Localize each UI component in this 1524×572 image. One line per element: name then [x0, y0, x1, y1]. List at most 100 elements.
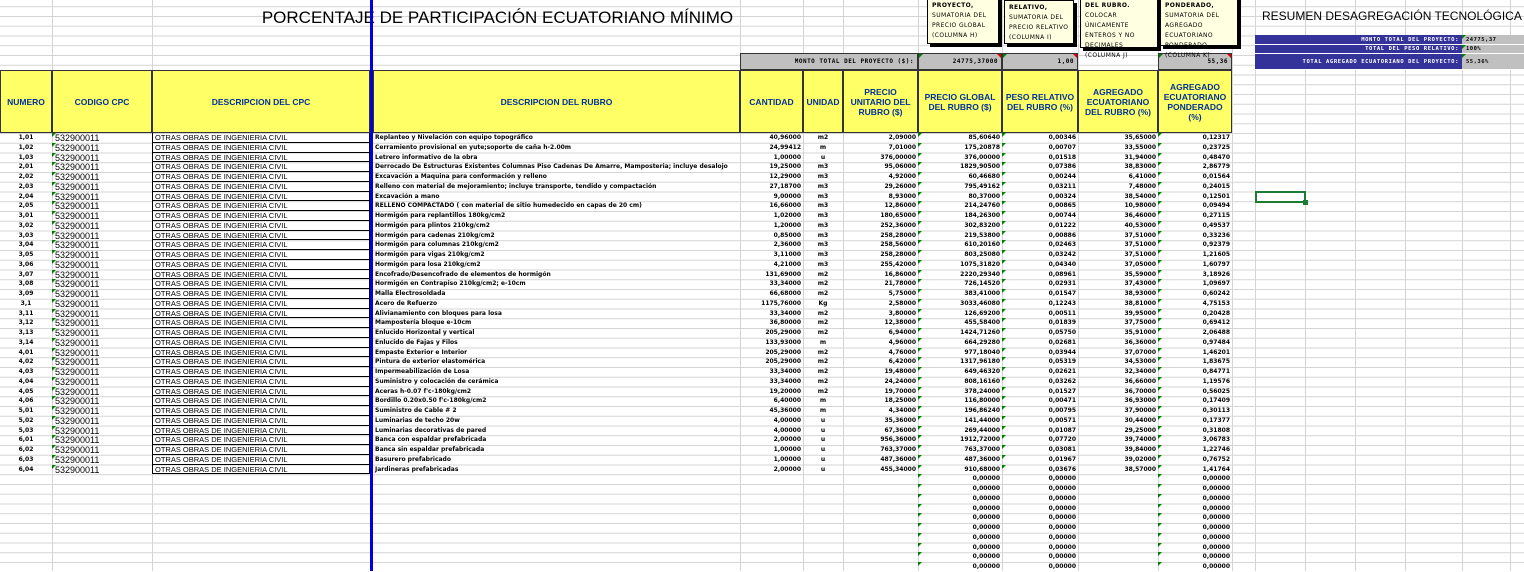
cell-ponderado[interactable]: 0,00000	[1158, 513, 1232, 523]
total-peso[interactable]: 1,00	[1002, 53, 1078, 70]
cell-cantidad[interactable]: 36,80000	[769, 319, 801, 327]
cell-precio-global[interactable]: 116,80000	[918, 396, 1002, 406]
cell-ponderado[interactable]: 0,23725	[1158, 142, 1232, 153]
cell-precio-unitario[interactable]: 4,96000	[888, 338, 916, 346]
cell-descripcion-cpc[interactable]: OTRAS OBRAS DE INGENIERIA CIVIL	[152, 259, 370, 270]
cell-precio-unitario[interactable]: 252,36000	[880, 221, 916, 229]
cell-cantidad[interactable]: 45,36000	[769, 407, 801, 414]
cell-ponderado[interactable]: 0,92379	[1158, 240, 1232, 250]
total-precio-global[interactable]: 24775,37000	[918, 53, 1002, 70]
cell-precio-unitario[interactable]: 18,25000	[884, 397, 916, 405]
cell-ponderado[interactable]: 0,00000	[1158, 532, 1232, 543]
cell-cantidad[interactable]: 0,85000	[773, 231, 801, 239]
cell-precio-global[interactable]: 1424,71260	[918, 328, 1002, 338]
cell-agregado[interactable]: 39,02000	[1124, 455, 1156, 463]
cell-agregado[interactable]: 39,84000	[1124, 446, 1156, 453]
cell-unidad[interactable]: m	[819, 397, 827, 405]
cell-precio-global[interactable]: 977,18040	[918, 347, 1002, 358]
cell-numero[interactable]: 3,06	[18, 260, 34, 268]
cell-cantidad[interactable]: 19,25000	[769, 163, 801, 171]
cell-ponderado[interactable]: 0,09494	[1158, 201, 1232, 211]
summary-value-peso[interactable]: 100%	[1462, 45, 1524, 54]
cell-precio-global[interactable]: 2220,29340	[918, 269, 1002, 280]
cell-precio-unitario[interactable]: 255,42000	[880, 260, 916, 268]
cell-precio-unitario[interactable]: 24,24000	[884, 377, 916, 385]
cell-numero[interactable]: 3,07	[18, 270, 34, 278]
cell-codigo-cpc[interactable]: 532900011	[52, 211, 152, 221]
cell-agregado[interactable]: 36,46000	[1124, 212, 1156, 219]
cell-descripcion-rubro[interactable]: Encofrado/Desencofrado de elementos de h…	[375, 270, 551, 278]
cell-ponderado[interactable]: 0,30113	[1158, 406, 1232, 416]
cell-numero[interactable]: 3,02	[18, 221, 34, 229]
cell-precio-global[interactable]: 910,68000	[918, 464, 1002, 475]
cell-precio-global[interactable]: 175,20878	[918, 142, 1002, 153]
cell-peso-relativo[interactable]: 0,03262	[1002, 376, 1078, 387]
cell-peso-relativo[interactable]: 0,00000	[1048, 533, 1076, 541]
cell-precio-unitario[interactable]: 4,76000	[888, 348, 916, 356]
cell-ponderado[interactable]: 0,49537	[1158, 220, 1232, 231]
cell-peso-relativo[interactable]: 0,01967	[1002, 454, 1078, 465]
cell-precio-unitario[interactable]: 8,93000	[888, 192, 916, 200]
cell-peso-relativo[interactable]: 0,02681	[1002, 337, 1078, 348]
cell-codigo-cpc[interactable]: 532900011	[52, 230, 152, 240]
cell-descripcion-rubro[interactable]: Basurero prefabricado	[375, 455, 451, 463]
cell-precio-unitario[interactable]: 12,38000	[884, 319, 916, 327]
cell-numero[interactable]: 2,02	[18, 173, 34, 180]
cell-descripcion-rubro[interactable]: RELLENO COMPACTADO ( con material de sit…	[375, 202, 642, 210]
cell-precio-unitario[interactable]: 455,34000	[880, 465, 916, 473]
cell-precio-global[interactable]: 0,00000	[918, 503, 1002, 514]
cell-peso-relativo[interactable]: 0,01087	[1002, 425, 1078, 436]
cell-agregado[interactable]: 38,93000	[1124, 290, 1156, 297]
cell-descripcion-cpc[interactable]: OTRAS OBRAS DE INGENIERIA CIVIL	[152, 250, 370, 260]
cell-precio-unitario[interactable]: 19,70000	[884, 387, 916, 395]
cell-precio-global[interactable]: 763,37000	[918, 445, 1002, 455]
cell-unidad[interactable]: u	[820, 436, 826, 444]
cell-agregado[interactable]: 38,54000	[1124, 192, 1156, 200]
cell-ponderado[interactable]: 1,22746	[1158, 445, 1232, 455]
cell-peso-relativo[interactable]: 0,00795	[1002, 406, 1078, 416]
cell-codigo-cpc[interactable]: 532900011	[52, 415, 152, 426]
cell-precio-global[interactable]: 126,69200	[918, 308, 1002, 319]
cell-numero[interactable]: 3,01	[18, 212, 34, 219]
cell-descripcion-rubro[interactable]: Hormigón para vigas 210kg/cm2	[375, 251, 485, 258]
cell-codigo-cpc[interactable]: 532900011	[52, 172, 152, 182]
cell-precio-global[interactable]: 487,36000	[918, 454, 1002, 465]
cell-precio-unitario[interactable]: 487,36000	[880, 455, 916, 463]
cell-agregado[interactable]: 39,95000	[1124, 309, 1156, 317]
cell-descripcion-cpc[interactable]: OTRAS OBRAS DE INGENIERIA CIVIL	[152, 454, 370, 465]
cell-unidad[interactable]: m2	[817, 319, 829, 327]
cell-cantidad[interactable]: 27,18700	[769, 182, 801, 190]
cell-agregado[interactable]: 33,55000	[1124, 143, 1156, 151]
cell-precio-unitario[interactable]: 6,94000	[888, 329, 916, 336]
cell-descripcion-rubro[interactable]: Aceras h-0.07 f'c-180kg/cm2	[375, 387, 472, 395]
cell-ponderado[interactable]: 0,00000	[1158, 542, 1232, 553]
cell-peso-relativo[interactable]: 0,03211	[1002, 181, 1078, 192]
cell-precio-global[interactable]: 0,00000	[918, 562, 1002, 572]
cell-agregado[interactable]: 30,44000	[1124, 416, 1156, 424]
cell-precio-global[interactable]: 0,00000	[918, 532, 1002, 543]
cell-numero[interactable]: 4,03	[18, 368, 34, 375]
cell-peso-relativo[interactable]: 0,05319	[1002, 357, 1078, 367]
cell-unidad[interactable]: m3	[817, 202, 829, 210]
cell-cantidad[interactable]: 2,00000	[773, 465, 801, 473]
cell-descripcion-rubro[interactable]: Malla Electrosoldada	[375, 290, 446, 297]
cell-unidad[interactable]: m2	[817, 270, 829, 278]
cell-descripcion-rubro[interactable]: Hormigón para cadenas 210kg/cm2	[375, 231, 495, 239]
cell-agregado[interactable]: 10,98000	[1124, 202, 1156, 210]
cell-numero[interactable]: 4,01	[18, 348, 34, 356]
cell-cantidad[interactable]: 3,11000	[773, 251, 801, 258]
cell-unidad[interactable]: m2	[817, 348, 829, 356]
cell-descripcion-rubro[interactable]: Banca sin espaldar prefabricada	[375, 446, 485, 453]
cell-precio-unitario[interactable]: 4,92000	[888, 173, 916, 180]
cell-ponderado[interactable]: 0,12317	[1158, 133, 1232, 143]
cell-ponderado[interactable]: 1,46201	[1158, 347, 1232, 358]
cell-cantidad[interactable]: 1,00000	[773, 455, 801, 463]
cell-descripcion-cpc[interactable]: OTRAS OBRAS DE INGENIERIA CIVIL	[152, 279, 370, 289]
cell-agregado[interactable]: 37,51000	[1124, 251, 1156, 258]
cell-unidad[interactable]: m3	[817, 241, 829, 249]
cell-ponderado[interactable]: 0,00000	[1158, 503, 1232, 514]
cell-precio-global[interactable]: 184,26300	[918, 211, 1002, 221]
cell-agregado[interactable]: 6,41000	[1128, 173, 1156, 180]
cell-codigo-cpc[interactable]: 532900011	[52, 386, 152, 396]
cell-cantidad[interactable]: 4,00000	[773, 426, 801, 434]
